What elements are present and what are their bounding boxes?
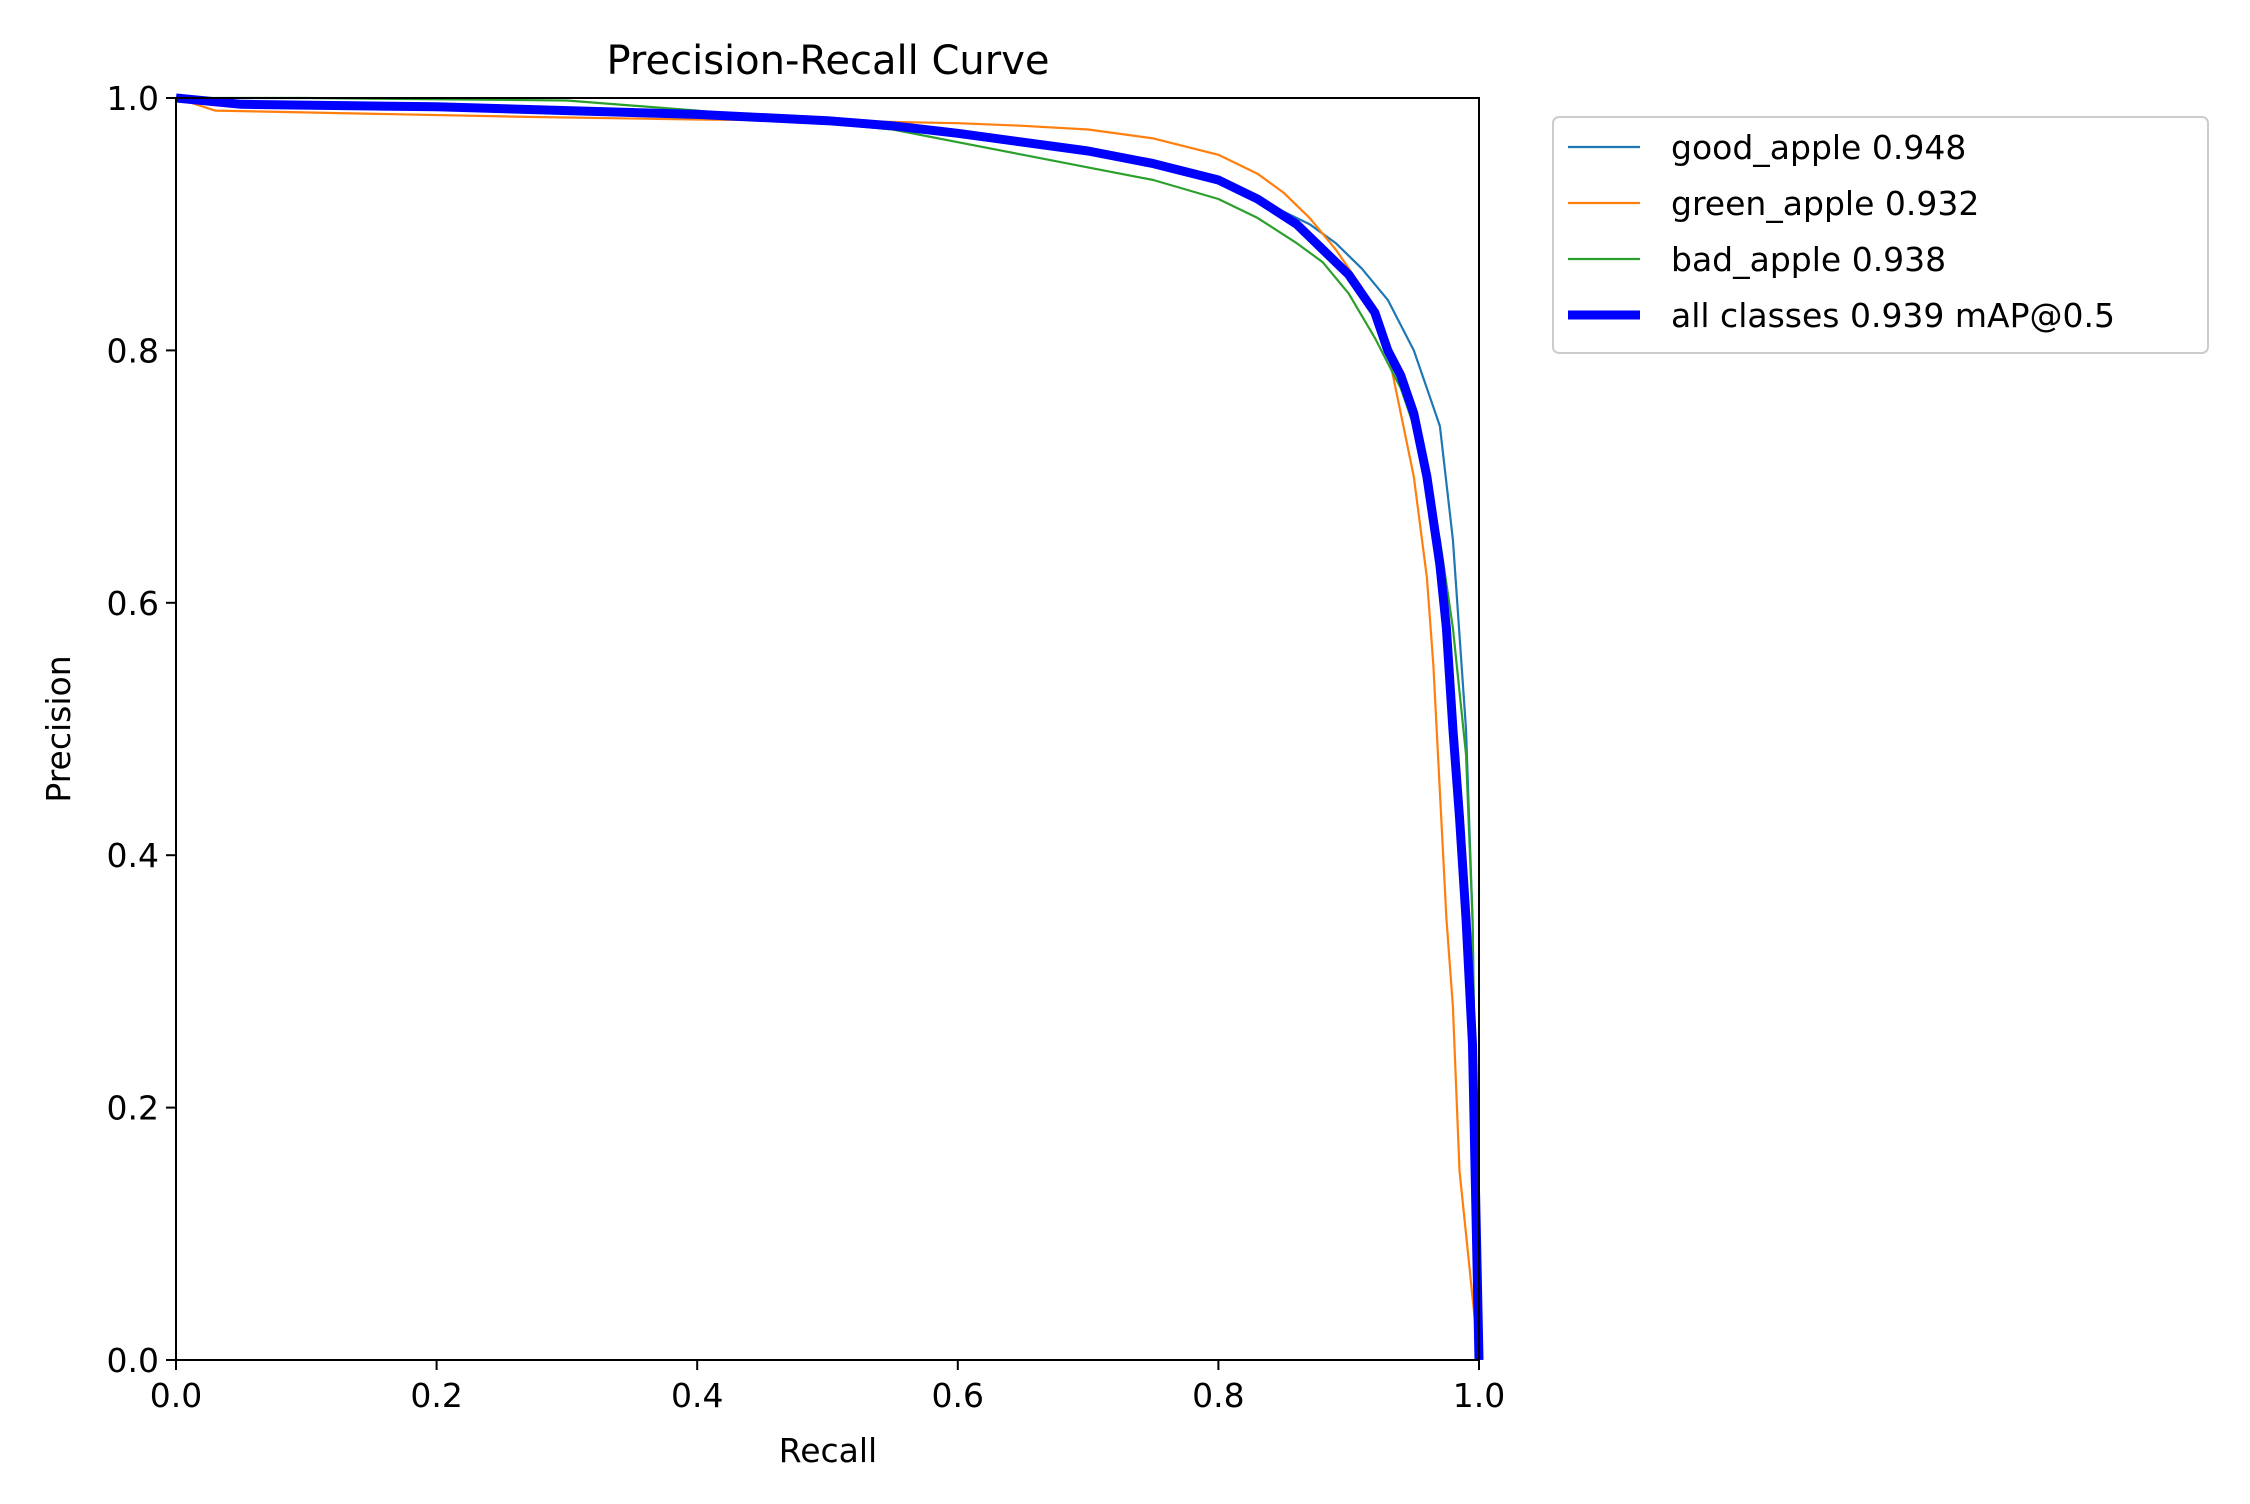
legend-label-2: bad_apple 0.938 bbox=[1671, 240, 1946, 279]
y-tick-label: 0.8 bbox=[107, 331, 159, 370]
x-tick-label: 1.0 bbox=[1453, 1376, 1505, 1415]
legend-label-1: green_apple 0.932 bbox=[1671, 184, 1979, 223]
chart-title: Precision-Recall Curve bbox=[607, 38, 1050, 84]
y-tick-label: 0.2 bbox=[107, 1089, 159, 1128]
legend: good_apple 0.948 green_apple 0.932 bad_app… bbox=[1552, 116, 2209, 354]
y-tick-label: 0.6 bbox=[107, 584, 159, 623]
x-tick-label: 0.6 bbox=[932, 1376, 984, 1415]
legend-box bbox=[1552, 116, 2209, 354]
y-axis: 0.0 0.2 0.4 0.6 0.8 1.0 bbox=[107, 79, 176, 1380]
y-tick-label: 1.0 bbox=[107, 79, 159, 118]
series-layer bbox=[175, 93, 1484, 1361]
y-tick-label: 0.0 bbox=[107, 1341, 159, 1380]
x-tick-label: 0.0 bbox=[150, 1376, 202, 1415]
y-tick-label: 0.4 bbox=[107, 836, 159, 875]
legend-label-3: all classes 0.939 mAP@0.5 bbox=[1671, 296, 2115, 335]
legend-label-0: good_apple 0.948 bbox=[1671, 128, 1966, 167]
plot-frame bbox=[175, 97, 1480, 1361]
x-tick-label: 0.4 bbox=[671, 1376, 723, 1415]
series-line-3 bbox=[175, 93, 1484, 1361]
x-tick-label: 0.8 bbox=[1192, 1376, 1244, 1415]
x-axis-label: Recall bbox=[779, 1431, 877, 1470]
x-axis: 0.0 0.2 0.4 0.6 0.8 1.0 bbox=[150, 1360, 1505, 1415]
x-tick-label: 0.2 bbox=[410, 1376, 462, 1415]
y-axis-label: Precision bbox=[39, 655, 78, 802]
